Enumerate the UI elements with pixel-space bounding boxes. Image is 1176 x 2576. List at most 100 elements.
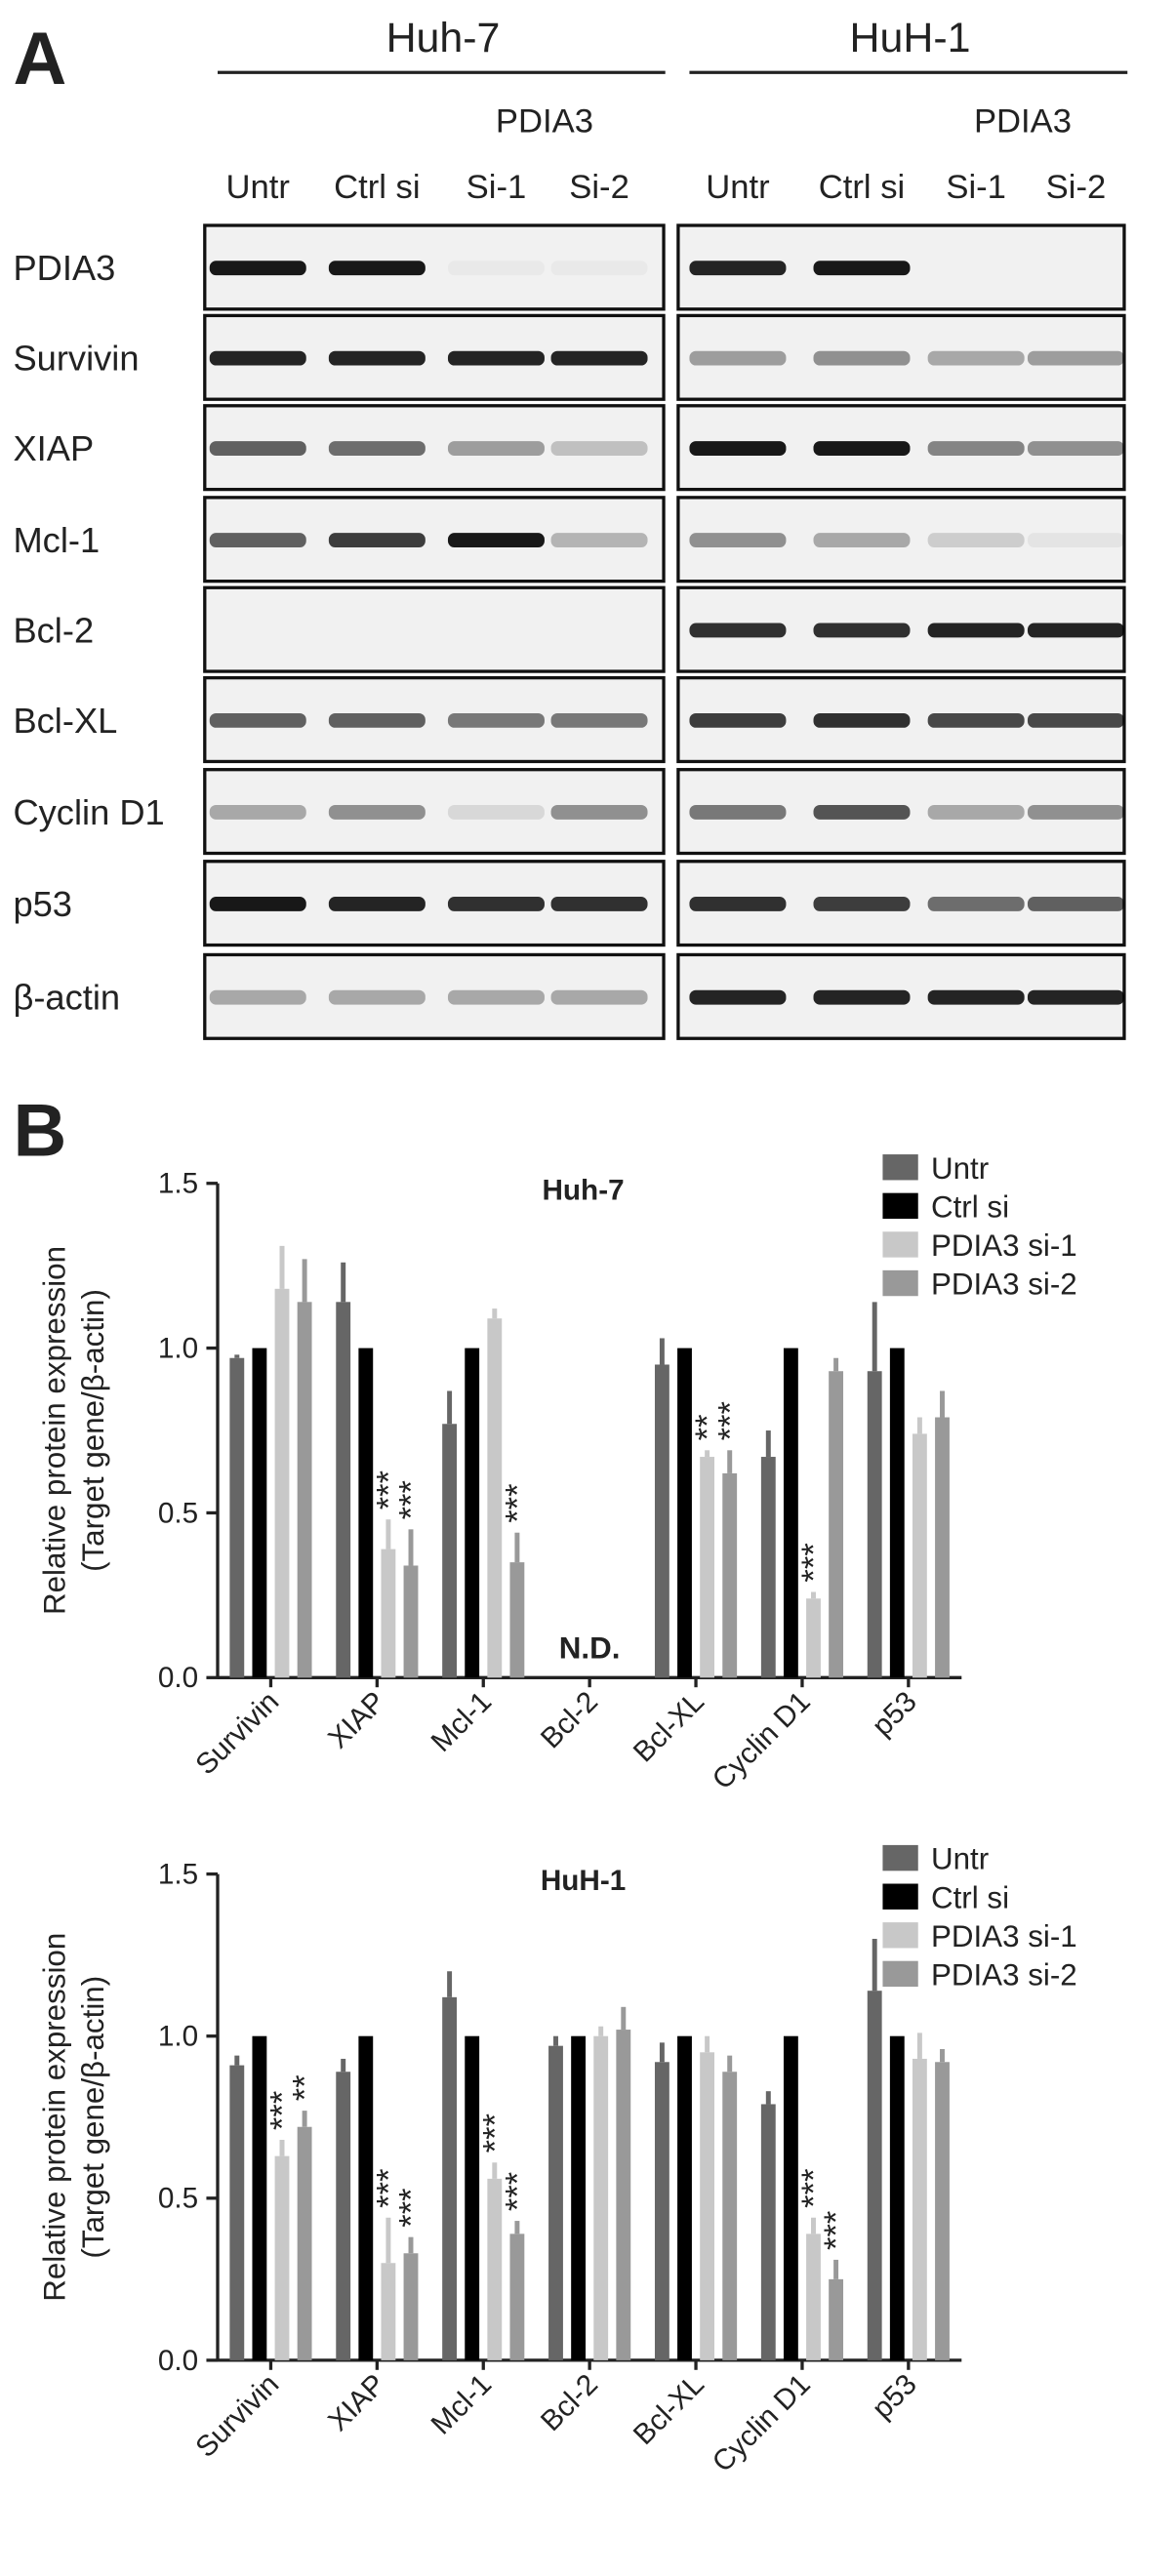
bar (509, 2234, 525, 2360)
blot-band (550, 712, 648, 728)
bar (229, 2065, 245, 2360)
blot-box (203, 768, 666, 856)
y-tick-label: 0.5 (158, 2183, 198, 2215)
bar (912, 2058, 927, 2360)
lane-label: Untr (706, 169, 769, 206)
bar (806, 1598, 821, 1678)
blot-band (209, 989, 306, 1005)
protein-label: Survivin (13, 339, 139, 379)
y-axis-label: Relative protein expression (37, 1933, 71, 2302)
x-tick-label: Bcl-XL (628, 1685, 710, 1768)
bar (829, 2278, 844, 2360)
y-tick-label: 0.0 (158, 2345, 198, 2377)
y-axis-label: Relative protein expression (37, 1246, 71, 1615)
bar (722, 1472, 738, 1678)
bar (252, 1348, 267, 1678)
bar (867, 1991, 882, 2360)
bar (593, 2035, 609, 2360)
blot-band (209, 805, 306, 820)
bar (487, 2178, 503, 2360)
y-axis-label: (Target gene/β-actin) (76, 1976, 110, 2259)
significance-label: *** (370, 2168, 407, 2207)
blot-band (1027, 441, 1124, 456)
protein-label: Mcl-1 (13, 520, 100, 560)
bar (252, 2035, 267, 2360)
bar (616, 2030, 631, 2360)
bar (700, 2052, 715, 2360)
legend-swatch (882, 1922, 918, 1949)
bar (336, 1302, 351, 1678)
blot-band (813, 623, 911, 638)
significance-label: *** (499, 2172, 536, 2211)
bar (889, 2035, 905, 2360)
legend-label: PDIA3 si-1 (931, 1228, 1077, 1263)
significance-label: *** (711, 1401, 749, 1440)
blot-band (813, 533, 911, 547)
lane-label: Ctrl si (819, 169, 905, 206)
annotation: N.D. (559, 1631, 621, 1666)
blot-band (689, 712, 787, 728)
blot-band (209, 533, 306, 547)
bar (677, 2035, 692, 2360)
blot-band (209, 897, 306, 911)
blot-band (328, 805, 426, 820)
y-tick-label: 0.5 (158, 1497, 198, 1529)
bar (358, 1348, 374, 1678)
x-tick-label: p53 (866, 1685, 922, 1742)
blot-band (1027, 623, 1124, 638)
bar (274, 1288, 290, 1678)
y-tick-label: 1.5 (158, 1859, 198, 1891)
blot-band (447, 350, 545, 366)
blot-band (209, 261, 306, 276)
blot-band (447, 897, 545, 911)
blot-band (447, 533, 545, 547)
significance-label: *** (795, 2168, 832, 2207)
blot-band (447, 805, 545, 820)
blot-band (689, 805, 787, 820)
blot-band (927, 897, 1025, 911)
cell-line-label: HuH-1 (850, 15, 971, 61)
bar (912, 1433, 927, 1678)
blot-band (448, 261, 545, 275)
x-tick-label: Bcl-XL (628, 2368, 710, 2451)
chart-title: HuH-1 (541, 1865, 626, 1897)
significance-label: *** (393, 1480, 430, 1519)
bar (571, 2035, 587, 2360)
legend-label: Untr (931, 1151, 989, 1186)
blot-band (1027, 712, 1124, 728)
lane-label: Ctrl si (334, 169, 420, 206)
protein-label: XIAP (13, 428, 94, 468)
blot-band (328, 261, 426, 276)
blot-band (689, 350, 787, 366)
bar (442, 1424, 458, 1678)
blot-band (927, 805, 1025, 820)
bar (403, 2253, 419, 2360)
bar (806, 2234, 821, 2360)
legend-swatch (882, 1883, 918, 1910)
lane-label: Si-1 (946, 169, 1006, 206)
protein-label: Bcl-XL (13, 701, 117, 741)
blot-band (1027, 897, 1124, 911)
x-tick-label: p53 (866, 2368, 922, 2425)
protein-label: PDIA3 (13, 248, 115, 288)
blot-band (813, 989, 911, 1005)
x-tick-label: Bcl-2 (535, 1685, 604, 1754)
legend-label: PDIA3 si-1 (931, 1919, 1077, 1953)
blot-band (550, 533, 648, 547)
bar (935, 1417, 950, 1678)
bar (297, 1302, 312, 1678)
blot-band (927, 989, 1025, 1005)
bar (654, 1364, 669, 1678)
blot-band (328, 989, 426, 1005)
blot-band (689, 533, 787, 547)
bar (889, 1348, 905, 1678)
y-tick-label: 1.0 (158, 1333, 198, 1365)
x-tick-label: Cyclin D1 (707, 1685, 817, 1795)
legend-swatch (882, 1844, 918, 1872)
y-tick-label: 1.5 (158, 1168, 198, 1200)
lane-label: Si-2 (569, 169, 629, 206)
protein-label: β-actin (13, 978, 120, 1018)
bar (700, 1457, 715, 1678)
blot-band (550, 441, 648, 456)
bar (760, 1457, 776, 1678)
